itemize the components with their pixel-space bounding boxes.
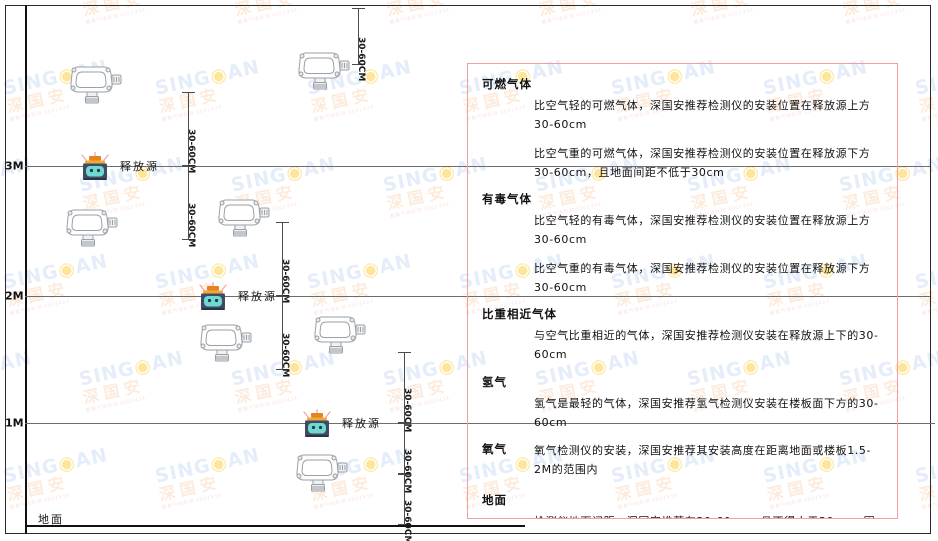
- dimension-cap-bottom: [352, 64, 365, 65]
- info-heading-oxygen: 氧气: [482, 442, 507, 456]
- info-section-toxic-gas: 有毒气体 比空气轻的有毒气体，深国安推荐检测仪的安装位置在释放源上方30-60cm…: [482, 191, 883, 297]
- dimension-cap-bottom: [182, 165, 195, 166]
- watermark-brand: SING◉AN: [685, 0, 806, 3]
- dimension-stem: [188, 92, 189, 166]
- horizontal-axis: [25, 525, 525, 527]
- dimension-line-1: 30-60CM: [352, 8, 366, 81]
- info-section-oxygen: 氧气 氧气检测仪的安装，深国安推荐其安装高度在距离地面或楼板1.5-2M的范围内: [482, 441, 883, 489]
- dimension-cap-bottom: [398, 524, 411, 525]
- dimension-cap-bottom: [276, 369, 289, 370]
- gas-detector-6: [310, 312, 366, 354]
- dimension-line-3: 30-60CM: [182, 166, 196, 247]
- info-paragraph-toxic-gas-2: 比空气重的有毒气体，深国安推荐检测仪的安装位置在释放源下方30-60cm: [534, 261, 871, 294]
- dimension-label: 30-60CM: [280, 333, 290, 378]
- dimension-line-7: 30-60CM: [398, 423, 412, 493]
- gas-detector-icon: [200, 324, 252, 362]
- gas-detector-5: [196, 320, 252, 362]
- axis-tick-label-2m: 2M: [5, 289, 24, 303]
- info-section-hydrogen: 氢气氢气是最轻的气体，深国安推荐氢气检测仪安装在楼板面下方的30-60cm: [482, 374, 883, 433]
- info-section-ground: 地面检测仪地面间距，深国安推荐在30-60cm，且不得小于30cm，因为过低容易…: [482, 492, 883, 519]
- dimension-label: 30-60CM: [402, 499, 412, 541]
- gas-detector-2: [294, 48, 350, 90]
- info-paragraph-toxic-gas-1: 比空气轻的有毒气体，深国安推荐检测仪的安装位置在释放源上方30-60cm: [534, 214, 871, 247]
- watermark-brand: SING◉AN: [837, 0, 938, 3]
- axis-tick-label-1m: 1M: [5, 416, 24, 430]
- gas-detector-1: [66, 62, 122, 104]
- dimension-line-8: 30-60CM: [398, 474, 412, 541]
- dimension-stem: [404, 423, 405, 474]
- info-heading-toxic-gas: 有毒气体: [482, 192, 532, 206]
- dimension-line-2: 30-60CM: [182, 92, 196, 173]
- axis-tick-label-3m: 3M: [5, 159, 24, 173]
- gas-detector-icon: [298, 52, 350, 90]
- dimension-cap-bottom: [398, 473, 411, 474]
- info-paragraph-combustible-gas-2: 比空气重的可燃气体，深国安推荐检测仪的安装位置在释放源下方30-60cm，且地面…: [534, 146, 871, 179]
- dimension-stem: [404, 474, 405, 525]
- gas-detector-icon: [66, 209, 118, 247]
- dimension-label: 30-60CM: [186, 203, 196, 248]
- release-source-label-2: 释放源: [238, 290, 277, 303]
- dimension-line-4: 30-60CM: [276, 222, 290, 303]
- dimension-cap-bottom: [398, 422, 411, 423]
- release-source-2: [196, 281, 230, 312]
- info-heading-ground: 地面: [482, 492, 507, 507]
- gas-detector-icon: [314, 316, 366, 354]
- gas-detector-icon: [296, 454, 348, 492]
- gas-detector-4: [214, 195, 270, 237]
- watermark-brand: SING◉AN: [229, 0, 350, 3]
- gridline-2m: [25, 296, 930, 297]
- release-source-label-3: 释放源: [342, 417, 381, 430]
- dimension-stem: [358, 8, 359, 65]
- release-source-icon: [199, 281, 227, 310]
- info-heading-hydrogen: 氢气: [482, 374, 507, 389]
- watermark-brand: SING◉AN: [381, 0, 502, 3]
- dimension-line-6: 30-60CM: [398, 352, 412, 432]
- vertical-axis: [25, 5, 27, 534]
- info-heading-similar-density-gas: 比重相近气体: [482, 307, 557, 321]
- info-paragraph-combustible-gas-1: 比空气轻的可燃气体，深国安推荐检测仪的安装位置在释放源上方30-60cm: [534, 99, 871, 132]
- info-paragraph-ground-1: 检测仪地面间距，深国安推荐在30-60cm，且不得小于30cm，因为过低容易水溅…: [534, 512, 883, 519]
- dimension-stem: [282, 222, 283, 296]
- outer-frame: [5, 5, 931, 534]
- release-source-1: [78, 151, 112, 182]
- info-section-similar-density-gas: 比重相近气体与空气比重相近的气体，深国安推荐检测仪安装在释放源上下的30-60c…: [482, 306, 883, 365]
- dimension-stem: [188, 166, 189, 240]
- release-source-3: [300, 408, 334, 439]
- dimension-line-5: 30-60CM: [276, 296, 290, 377]
- info-paragraph-hydrogen-1: 氢气是最轻的气体，深国安推荐氢气检测仪安装在楼板面下方的30-60cm: [534, 396, 879, 429]
- release-source-label-1: 释放源: [120, 160, 159, 173]
- gridline-3m: [25, 166, 930, 167]
- dimension-cap-bottom: [276, 295, 289, 296]
- dimension-cap-bottom: [182, 239, 195, 240]
- info-paragraph-oxygen-1: 氧气检测仪的安装，深国安推荐其安装高度在距离地面或楼板1.5-2M的范围内: [534, 444, 872, 477]
- dimension-stem: [404, 352, 405, 423]
- watermark-brand: SING◉AN: [533, 0, 654, 3]
- gas-detector-3: [62, 205, 118, 247]
- info-section-combustible-gas: 可燃气体 比空气轻的可燃气体，深国安推荐检测仪的安装位置在释放源上方30-60cm…: [482, 76, 883, 182]
- watermark-brand: SING◉AN: [0, 0, 47, 2]
- dimension-label: 30-60CM: [356, 36, 366, 81]
- info-paragraph-similar-density-gas-1: 与空气比重相近的气体，深国安推荐检测仪安装在释放源上下的30-60cm: [534, 329, 879, 362]
- release-source-icon: [303, 408, 331, 437]
- gas-detector-icon: [70, 66, 122, 104]
- info-heading-combustible-gas: 可燃气体: [482, 77, 532, 91]
- watermark-brand: SING◉AN: [77, 0, 198, 3]
- info-panel: 可燃气体 比空气轻的可燃气体，深国安推荐检测仪的安装位置在释放源上方30-60cm…: [467, 63, 898, 519]
- dimension-stem: [282, 296, 283, 370]
- gas-detector-7: [292, 450, 348, 492]
- gas-detector-icon: [218, 199, 270, 237]
- release-source-icon: [81, 151, 109, 180]
- ground-axis-label: 地面: [38, 513, 64, 526]
- gridline-1m: [25, 423, 935, 424]
